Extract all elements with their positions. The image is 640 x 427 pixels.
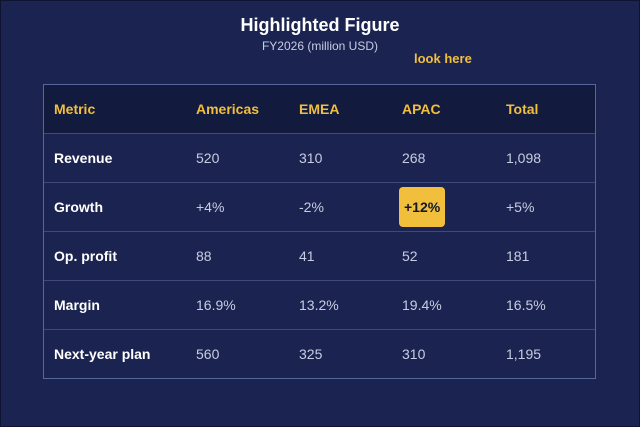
- table-cell: +4%: [196, 199, 225, 215]
- annotation-label: look here: [414, 51, 472, 66]
- table-cell: 13.2%: [299, 297, 339, 313]
- row-label: Next-year plan: [54, 346, 151, 362]
- table-cell: 16.5%: [506, 297, 546, 313]
- row-label: Op. profit: [54, 248, 117, 264]
- table-cell: 1,098: [506, 150, 542, 166]
- table-header-row: Metric Americas EMEA APAC Total: [44, 85, 595, 133]
- table-cell: 325: [299, 346, 323, 362]
- highlighted-cell: +12%: [399, 187, 446, 227]
- column-header-metric: Metric: [54, 101, 96, 117]
- table-cell: 41: [299, 248, 315, 264]
- table-cell: -2%: [299, 199, 324, 215]
- table-cell: 16.9%: [196, 297, 236, 313]
- column-header-americas: Americas: [196, 101, 260, 117]
- column-header-emea: EMEA: [299, 101, 340, 117]
- table-cell: 52: [402, 248, 418, 264]
- column-header-apac: APAC: [402, 101, 441, 117]
- table-cell: 181: [506, 248, 530, 264]
- column-header-total: Total: [506, 101, 539, 117]
- table-cell: 268: [402, 150, 426, 166]
- table-cell: +5%: [506, 199, 535, 215]
- row-label: Growth: [54, 199, 103, 215]
- table-cell: 19.4%: [402, 297, 442, 313]
- row-label: Revenue: [54, 150, 113, 166]
- table-cell: 560: [196, 346, 220, 362]
- table-cell: 520: [196, 150, 220, 166]
- table-row-margin: Margin 16.9% 13.2% 19.4% 16.5%: [44, 280, 595, 329]
- figure-title: Highlighted Figure: [240, 15, 400, 35]
- figure-subtitle: FY2026 (million USD): [261, 39, 379, 53]
- table-row-growth: Growth +4% -2% +12% +5%: [44, 182, 595, 231]
- row-label: Margin: [54, 297, 100, 313]
- table-cell: 310: [402, 346, 426, 362]
- table-row-next-year-plan: Next-year plan 560 325 310 1,195: [44, 329, 595, 378]
- data-table: Metric Americas EMEA APAC Total Revenue …: [43, 84, 596, 379]
- table-cell: 88: [196, 248, 212, 264]
- highlighted-cell-container: +12%: [399, 183, 446, 231]
- table-cell: 1,195: [506, 346, 542, 362]
- table-row-op-profit: Op. profit 88 41 52 181: [44, 231, 595, 280]
- table-cell: 310: [299, 150, 323, 166]
- table-row-revenue: Revenue 520 310 268 1,098: [44, 133, 595, 182]
